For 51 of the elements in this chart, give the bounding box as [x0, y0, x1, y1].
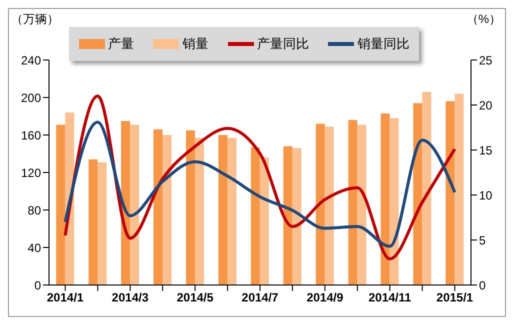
- y-tick-label: 40: [28, 240, 42, 255]
- y2-tick-label: 0: [479, 278, 486, 292]
- bar: [324, 126, 334, 285]
- x-tick-label: 2014/9: [306, 290, 344, 305]
- bar: [292, 148, 302, 285]
- bar: [162, 135, 172, 285]
- x-tick-label: 2014/11: [368, 290, 412, 305]
- bar: [186, 130, 195, 285]
- y-axis-title: （万辆）: [11, 11, 59, 28]
- bar: [316, 124, 325, 285]
- y-tick-label: 200: [20, 90, 42, 105]
- bar: [194, 138, 204, 285]
- bar: [390, 118, 399, 285]
- legend-label: 销量: [181, 35, 208, 53]
- y2-axis-title: （%）: [466, 11, 501, 28]
- x-tick-label: 2014/5: [176, 290, 214, 305]
- y2-tick-label: 20: [479, 98, 493, 112]
- x-tick-label: 2014/7: [242, 290, 279, 305]
- legend-label: 销量同比: [356, 35, 410, 53]
- y-tick-label: 120: [20, 166, 42, 180]
- bar: [422, 92, 432, 285]
- bar: [98, 162, 107, 285]
- bar: [260, 158, 269, 285]
- bar: [227, 138, 236, 285]
- bar: [454, 94, 464, 285]
- x-tick-label: 2015/1: [436, 290, 474, 305]
- bar: [446, 101, 455, 285]
- bar: [380, 113, 390, 285]
- y-tick-label: 160: [20, 128, 42, 142]
- bar: [250, 147, 260, 285]
- y-tick-label: 0: [34, 278, 42, 292]
- bar: [88, 159, 98, 285]
- bar: [357, 124, 366, 285]
- legend-label: 产量: [106, 35, 134, 53]
- bar: [154, 129, 163, 285]
- y-tick-label: 80: [28, 203, 42, 218]
- bar: [130, 124, 140, 285]
- x-tick-label: 2014/1: [46, 290, 84, 305]
- legend-label: 产量同比: [256, 35, 309, 53]
- y2-tick-label: 5: [479, 233, 486, 248]
- y2-tick-label: 25: [479, 53, 493, 68]
- bar: [218, 135, 228, 285]
- bar: [283, 146, 292, 285]
- bar: [56, 124, 66, 285]
- bar: [413, 103, 422, 285]
- line-series: [64, 120, 456, 248]
- y2-tick-label: 10: [479, 188, 493, 202]
- x-tick-label: 2014/3: [112, 290, 149, 305]
- y-tick-label: 240: [20, 53, 42, 68]
- bar: [348, 120, 358, 285]
- y2-tick-label: 15: [479, 143, 493, 158]
